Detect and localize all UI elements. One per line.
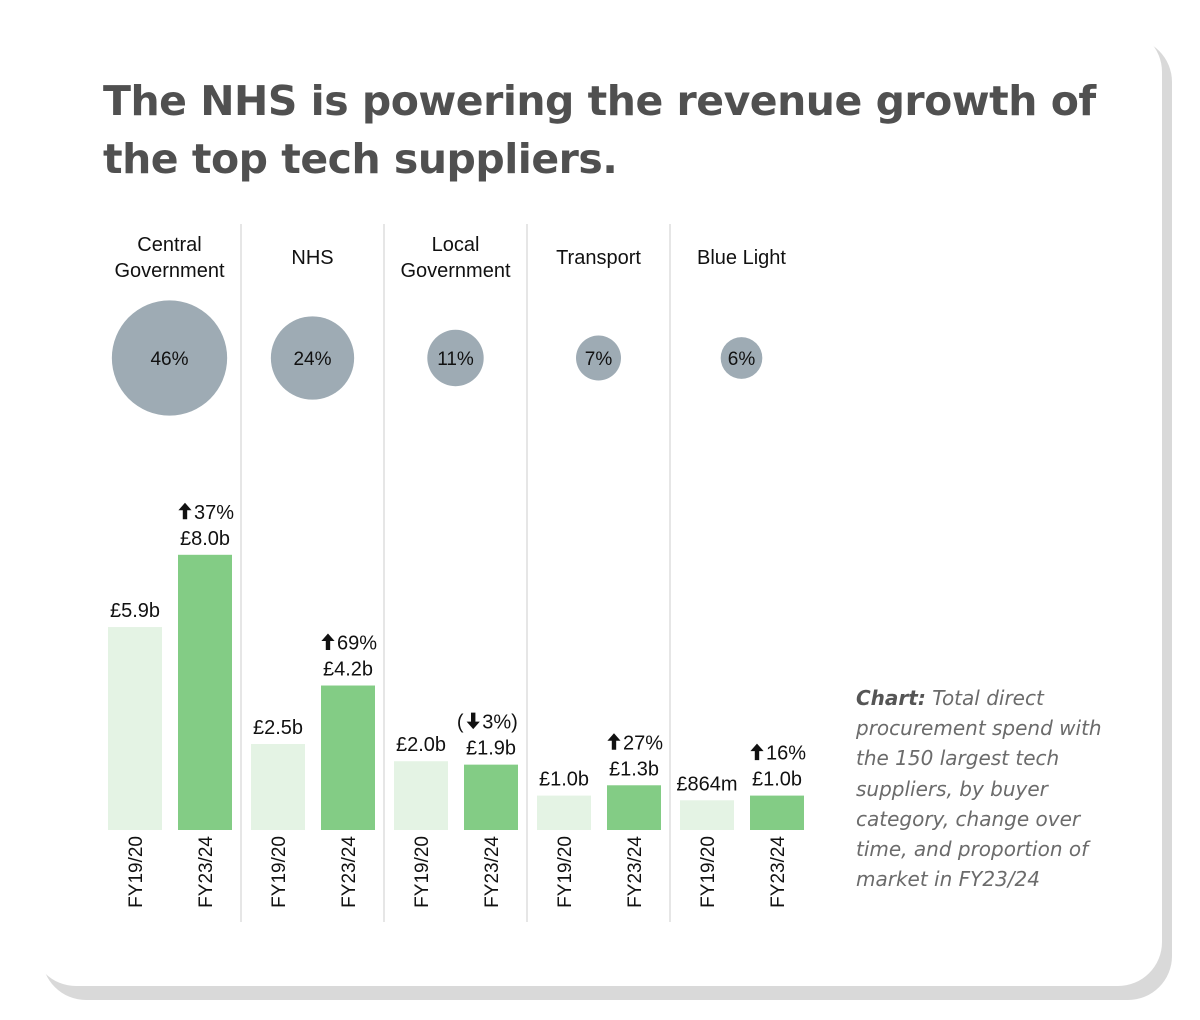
category-label-central-government-line1: Central	[137, 234, 201, 256]
category-label-nhs: NHS	[291, 247, 333, 269]
up-arrow-icon	[750, 743, 764, 761]
tick-label-transport-fy19-20: FY19/20	[555, 836, 576, 908]
value-label-central-government-fy19-20: £5.9b	[110, 600, 160, 622]
share-label-central-government: 46%	[150, 349, 188, 370]
tick-label-central-government-fy23-24: FY23/24	[196, 836, 217, 908]
value-label-local-government-fy23-24: £1.9b	[466, 738, 516, 760]
bar-nhs-fy23-24	[321, 685, 375, 830]
share-circle-central-government	[111, 300, 228, 416]
category-label-local-government-line1: Local	[432, 234, 480, 256]
share-label-nhs: 24%	[293, 349, 331, 370]
bar-blue-light-fy23-24	[750, 795, 804, 830]
caption-label: Chart:	[856, 686, 926, 710]
share-label-blue-light: 6%	[728, 349, 756, 370]
value-label-transport-fy23-24: £1.3b	[609, 758, 659, 780]
change-label-local-government: 3%)	[482, 712, 518, 734]
value-label-blue-light-fy19-20: £864m	[676, 773, 737, 795]
bar-central-government-fy19-20	[108, 627, 162, 830]
category-label-transport: Transport	[556, 247, 641, 269]
category-label-local-government-line2: Government	[400, 260, 510, 282]
category-label-central-government-line2: Government	[114, 260, 224, 282]
change-label-central-government: 37%	[194, 502, 234, 524]
value-label-local-government-fy19-20: £2.0b	[396, 734, 446, 756]
share-label-local-government: 11%	[437, 349, 474, 370]
tick-label-local-government-fy19-20: FY19/20	[412, 836, 433, 908]
tick-label-local-government-fy23-24: FY23/24	[482, 836, 503, 908]
share-label-transport: 7%	[585, 349, 613, 370]
value-label-blue-light-fy23-24: £1.0b	[752, 769, 802, 791]
bar-local-government-fy19-20	[394, 761, 448, 830]
caption-text: Total direct procurement spend with the …	[856, 686, 1102, 892]
tick-label-transport-fy23-24: FY23/24	[625, 836, 646, 908]
tick-label-nhs-fy19-20: FY19/20	[269, 836, 290, 908]
bar-nhs-fy19-20	[251, 744, 305, 830]
tick-label-central-government-fy19-20: FY19/20	[126, 836, 147, 908]
up-arrow-icon	[178, 502, 192, 520]
share-circle-blue-light	[720, 337, 763, 379]
value-label-nhs-fy19-20: £2.5b	[253, 717, 303, 739]
tick-label-nhs-fy23-24: FY23/24	[339, 836, 360, 908]
share-circle-local-government	[427, 329, 484, 387]
change-label-nhs: 69%	[337, 633, 377, 655]
share-circle-nhs	[270, 316, 355, 400]
bar-central-government-fy23-24	[178, 554, 232, 830]
bar-blue-light-fy19-20	[680, 800, 734, 830]
value-label-nhs-fy23-24: £4.2b	[323, 659, 373, 681]
change-label-blue-light: 16%	[766, 743, 806, 765]
bar-transport-fy23-24	[607, 785, 661, 830]
chart-caption: Chart: Total direct procurement spend wi…	[856, 683, 1136, 894]
tick-label-blue-light-fy19-20: FY19/20	[698, 836, 719, 908]
change-label-transport: 27%	[623, 732, 663, 754]
category-label-blue-light: Blue Light	[697, 247, 786, 269]
bar-transport-fy19-20	[537, 795, 591, 830]
up-arrow-icon	[321, 633, 335, 651]
chart-title: The NHS is powering the revenue growth o…	[103, 77, 1096, 183]
up-arrow-icon	[607, 733, 621, 750]
share-circle-transport	[576, 335, 621, 381]
down-arrow-icon	[466, 712, 480, 730]
value-label-transport-fy19-20: £1.0b	[539, 769, 589, 791]
bar-local-government-fy23-24	[464, 764, 518, 830]
change-paren-local-government: (	[457, 712, 464, 734]
value-label-central-government-fy23-24: £8.0b	[180, 528, 230, 550]
tick-label-blue-light-fy23-24: FY23/24	[768, 836, 789, 908]
